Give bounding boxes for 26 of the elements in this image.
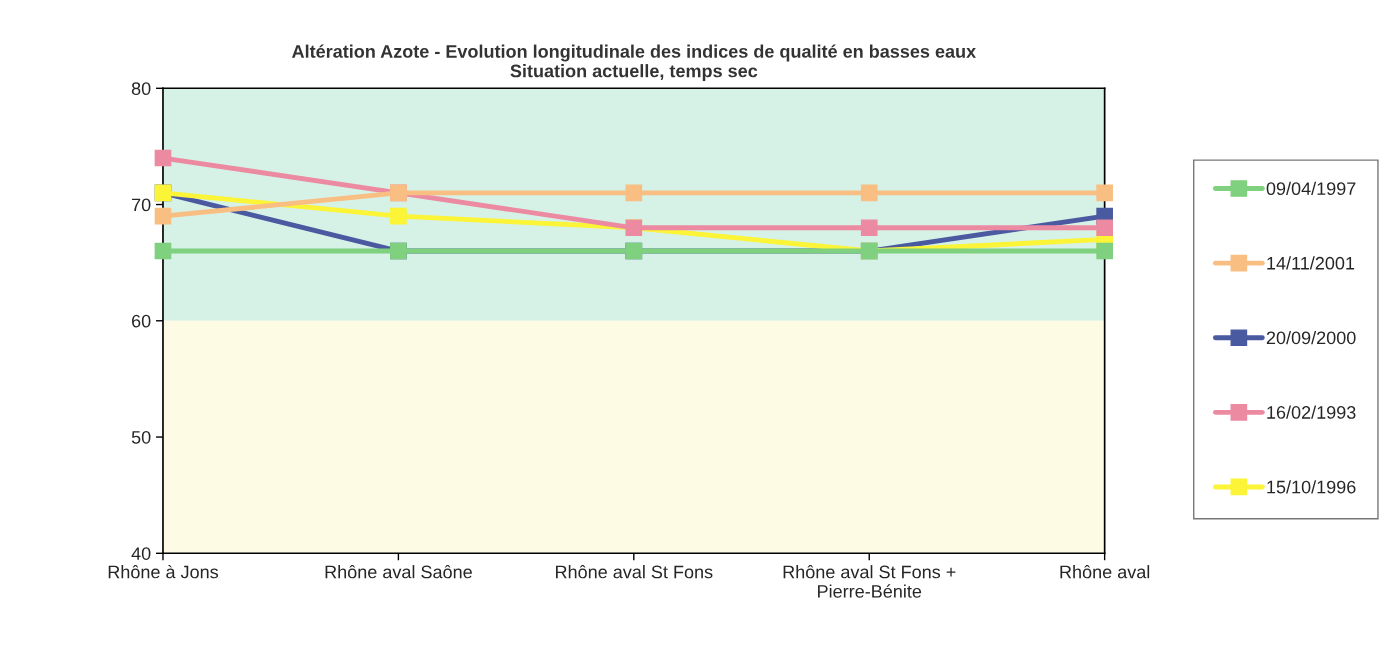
x-tick-label: Rhône aval	[1060, 565, 1150, 579]
y-tick-label: 80	[131, 82, 151, 96]
legend-label: 15/10/1996	[1267, 480, 1356, 494]
point	[860, 184, 878, 202]
point	[154, 149, 172, 167]
y-tick-label: 50	[131, 430, 151, 444]
y-tick-label: 60	[132, 314, 151, 328]
point	[390, 207, 407, 225]
y-tick-label: 40	[131, 547, 151, 560]
point	[154, 242, 172, 260]
point	[860, 219, 878, 237]
y-tick-label: 70	[132, 198, 151, 212]
x-tick-label: Rhône aval St Fons	[556, 565, 713, 579]
legend-label: 09/04/1997	[1266, 181, 1356, 196]
x-tick-label: Rhône à Jons	[108, 564, 219, 579]
point	[1096, 242, 1113, 260]
legend-label: 14/11/2001	[1267, 256, 1355, 270]
point	[625, 184, 643, 202]
legend-label: 20/09/2000	[1266, 330, 1356, 345]
point	[1096, 184, 1113, 202]
x-tick-label: Rhône aval St Fons + Pierre-Bénite	[783, 565, 956, 598]
point	[154, 207, 172, 225]
legend-label: 16/02/1993	[1267, 405, 1356, 419]
x-tick-label: Rhône aval Saône	[325, 565, 472, 579]
chart-title: Altération Azote - Evolution longitudinale des indices de qualité en basses eaux Situation actuelle, temps sec	[292, 44, 976, 81]
point	[1096, 219, 1113, 237]
